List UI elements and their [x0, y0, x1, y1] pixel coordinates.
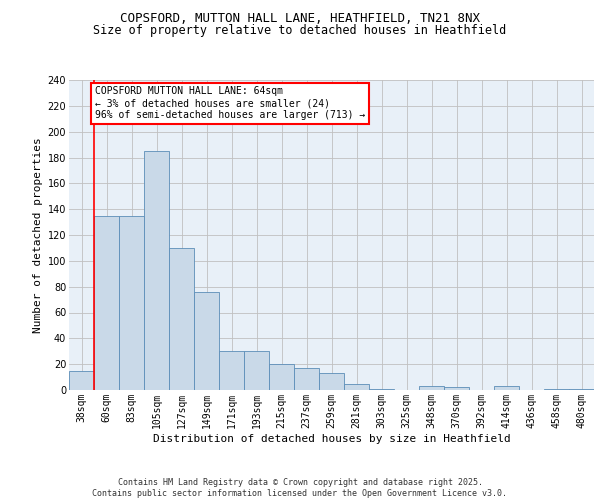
X-axis label: Distribution of detached houses by size in Heathfield: Distribution of detached houses by size … — [152, 434, 511, 444]
Bar — [269, 364, 294, 390]
Bar — [69, 370, 94, 390]
Bar — [194, 292, 219, 390]
Bar — [219, 351, 244, 390]
Bar — [494, 386, 519, 390]
Text: COPSFORD, MUTTON HALL LANE, HEATHFIELD, TN21 8NX: COPSFORD, MUTTON HALL LANE, HEATHFIELD, … — [120, 12, 480, 26]
Bar — [244, 351, 269, 390]
Bar — [444, 388, 469, 390]
Bar — [369, 388, 394, 390]
Text: Contains HM Land Registry data © Crown copyright and database right 2025.
Contai: Contains HM Land Registry data © Crown c… — [92, 478, 508, 498]
Text: Size of property relative to detached houses in Heathfield: Size of property relative to detached ho… — [94, 24, 506, 37]
Bar — [294, 368, 319, 390]
Bar — [544, 388, 569, 390]
Bar — [169, 248, 194, 390]
Bar — [94, 216, 119, 390]
Y-axis label: Number of detached properties: Number of detached properties — [34, 137, 43, 333]
Bar — [419, 386, 444, 390]
Bar — [144, 151, 169, 390]
Text: COPSFORD MUTTON HALL LANE: 64sqm
← 3% of detached houses are smaller (24)
96% of: COPSFORD MUTTON HALL LANE: 64sqm ← 3% of… — [95, 86, 365, 120]
Bar — [344, 384, 369, 390]
Bar — [569, 388, 594, 390]
Bar — [119, 216, 144, 390]
Bar — [319, 373, 344, 390]
